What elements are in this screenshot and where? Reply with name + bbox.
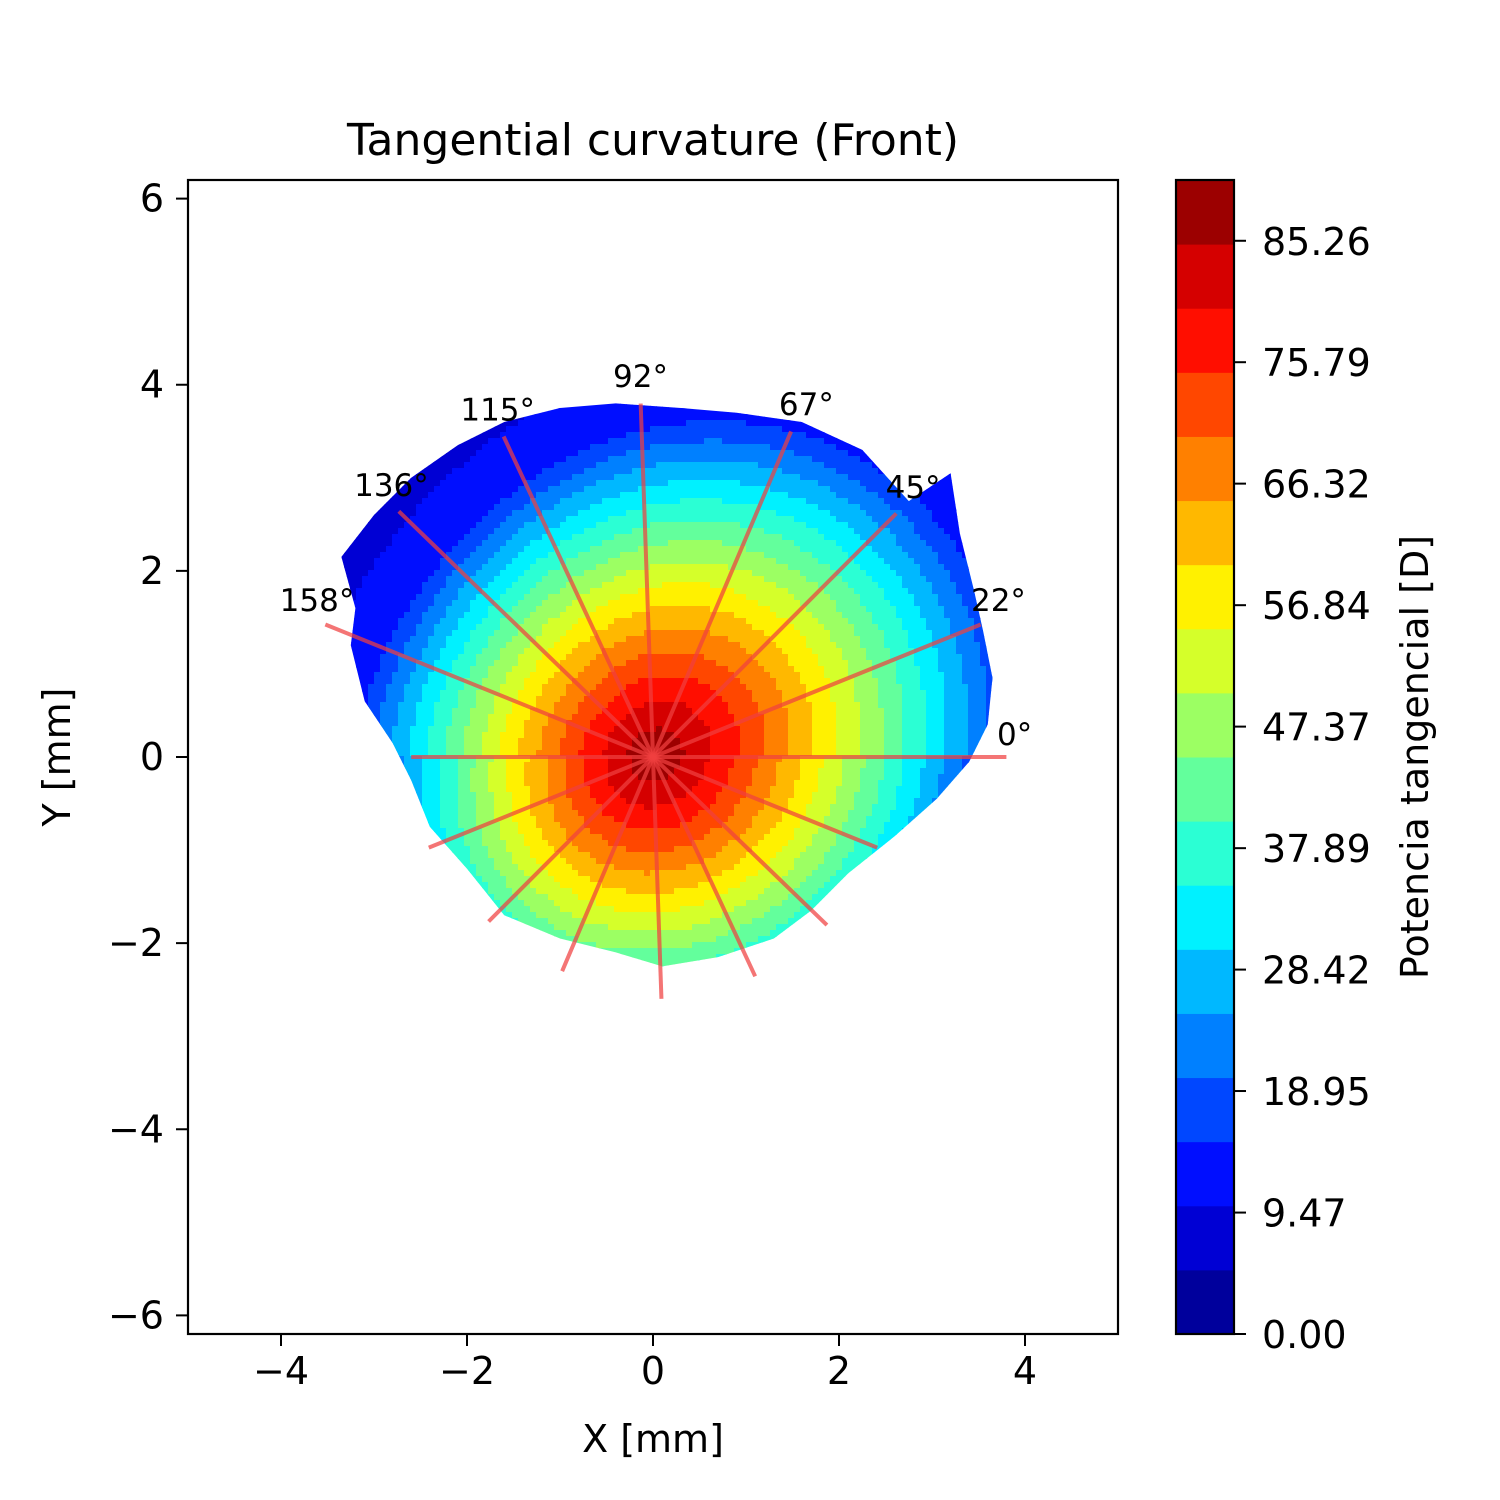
chart-title: Tangential curvature (Front) [346,115,959,166]
